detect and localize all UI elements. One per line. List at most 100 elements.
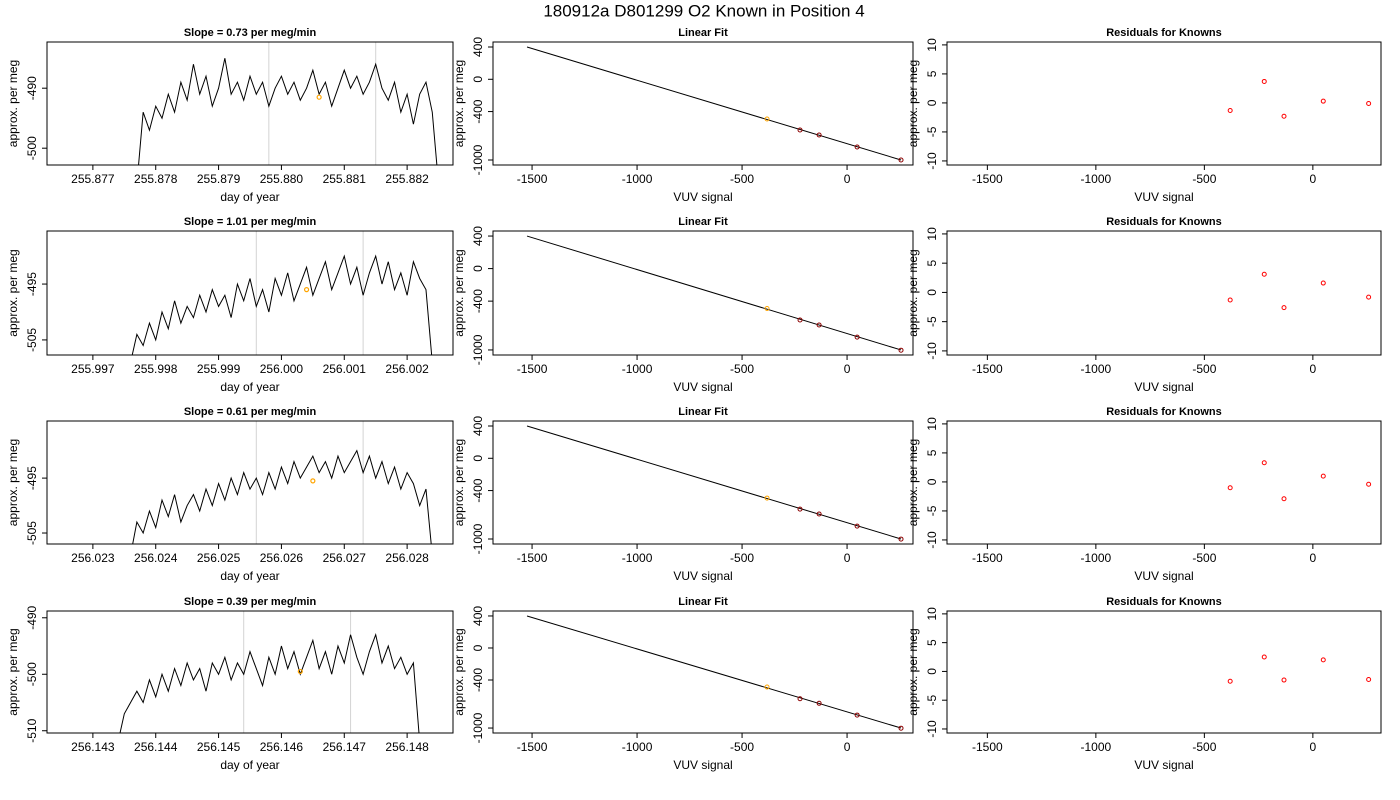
- panel: Linear Fit VUV signal approx. per meg -1500…: [452, 216, 914, 394]
- y-axis-label: approx. per meg: [906, 439, 920, 526]
- panel-title: Linear Fit: [678, 216, 728, 228]
- panel-title: Residuals for Knowns: [1106, 596, 1222, 608]
- point: [797, 127, 803, 133]
- y-tick-label: 5: [925, 639, 939, 646]
- y-tick-label: -505: [25, 521, 39, 545]
- point: [1227, 678, 1233, 684]
- x-tick-label: 0: [844, 740, 851, 754]
- x-tick-label: 0: [1310, 551, 1317, 565]
- y-axis-label: approx. per meg: [6, 439, 20, 526]
- x-tick-label: 0: [844, 551, 851, 565]
- point: [898, 536, 904, 542]
- x-tick-label: -1500: [972, 740, 1003, 754]
- x-tick-label: 255.881: [323, 172, 367, 186]
- x-tick-label: -1500: [517, 740, 548, 754]
- x-tick-label: -1500: [972, 551, 1003, 565]
- plot-frame: [46, 230, 454, 356]
- y-tick-label: -495: [25, 272, 39, 296]
- plot-frame: [946, 41, 1382, 166]
- x-axis-label: day of year: [220, 190, 279, 204]
- x-tick-label: 256.025: [197, 551, 241, 565]
- x-tick-label: -1000: [1081, 172, 1112, 186]
- plot-frame: [46, 420, 454, 545]
- point: [898, 157, 904, 163]
- panel: Residuals for Knowns VUV signal approx. pe…: [906, 27, 1382, 204]
- x-axis-label: day of year: [220, 380, 279, 394]
- x-tick-label: 255.880: [260, 172, 304, 186]
- x-axis-label: VUV signal: [673, 380, 732, 394]
- plot-area: [1227, 460, 1372, 502]
- y-tick-label: 0: [471, 265, 485, 272]
- point: [1261, 654, 1267, 660]
- y-axis-label: approx. per meg: [906, 628, 920, 715]
- panel-title: Residuals for Knowns: [1106, 406, 1222, 418]
- x-tick-label: 256.146: [260, 740, 304, 754]
- highlight-point: [297, 668, 303, 675]
- x-tick-label: 255.998: [134, 362, 178, 376]
- panel-title: Slope = 0.73 per meg/min: [184, 27, 317, 39]
- y-tick-label: -5: [925, 695, 939, 706]
- point: [1227, 107, 1233, 113]
- point: [1366, 294, 1372, 300]
- fit-line: [526, 235, 902, 351]
- x-tick-label: 256.024: [134, 551, 178, 565]
- y-axis-label: approx. per meg: [6, 60, 20, 147]
- y-tick-label: 10: [925, 607, 939, 621]
- highlight-point: [303, 287, 310, 293]
- x-tick-label: -1500: [972, 362, 1003, 376]
- x-tick-label: -1000: [622, 740, 653, 754]
- panel-title: Linear Fit: [678, 406, 728, 418]
- figure-title: 180912a D801299 O2 Known in Position 4: [543, 1, 864, 20]
- plot-area: [1227, 654, 1372, 684]
- point: [764, 684, 770, 690]
- point: [1261, 78, 1267, 84]
- panel-title: Residuals for Knowns: [1106, 216, 1222, 228]
- x-tick-label: 256.147: [323, 740, 367, 754]
- y-tick-label: 10: [925, 38, 939, 52]
- x-tick-label: 256.026: [260, 551, 304, 565]
- plot-frame: [946, 230, 1382, 356]
- panel: Slope = 1.01 per meg/min day of year appro…: [6, 216, 454, 394]
- plot-area: [526, 235, 904, 353]
- highlight-point: [310, 478, 316, 484]
- y-tick-label: -10: [925, 342, 939, 360]
- point: [1366, 676, 1372, 682]
- x-tick-label: 0: [1310, 362, 1317, 376]
- y-tick-label: -505: [25, 328, 39, 352]
- x-tick-label: -500: [1192, 551, 1216, 565]
- point: [854, 523, 860, 529]
- panel: Residuals for Knowns VUV signal approx. pe…: [906, 406, 1382, 583]
- y-tick-label: 0: [925, 668, 939, 675]
- y-tick-label: -10: [925, 720, 939, 738]
- plot-area: [132, 421, 432, 544]
- x-tick-label: 255.997: [71, 362, 115, 376]
- y-tick-label: 0: [471, 76, 485, 83]
- x-tick-label: 255.878: [134, 172, 178, 186]
- panel-title: Slope = 1.01 per meg/min: [184, 216, 317, 228]
- point: [1366, 481, 1372, 487]
- point: [1227, 297, 1233, 303]
- x-tick-label: 256.148: [385, 740, 429, 754]
- point: [797, 696, 803, 702]
- x-tick-label: -1000: [622, 172, 653, 186]
- x-axis-label: day of year: [220, 569, 279, 583]
- point: [1227, 485, 1233, 491]
- point: [1261, 271, 1267, 277]
- point: [1281, 677, 1287, 683]
- y-tick-label: -495: [25, 466, 39, 490]
- y-tick-label: -400: [471, 668, 485, 692]
- y-tick-label: 10: [925, 227, 939, 241]
- x-tick-label: 256.144: [134, 740, 178, 754]
- panel-title: Residuals for Knowns: [1106, 27, 1222, 39]
- point: [764, 305, 770, 311]
- x-tick-label: -500: [730, 740, 754, 754]
- x-tick-label: 256.143: [71, 740, 115, 754]
- point: [1366, 101, 1372, 106]
- point: [764, 116, 770, 122]
- point: [854, 334, 860, 340]
- x-tick-label: 256.023: [71, 551, 115, 565]
- x-tick-label: 0: [844, 172, 851, 186]
- x-axis-label: VUV signal: [1134, 190, 1193, 204]
- panel: Linear Fit VUV signal approx. per meg -1500…: [452, 27, 914, 204]
- plot-frame: [492, 41, 914, 166]
